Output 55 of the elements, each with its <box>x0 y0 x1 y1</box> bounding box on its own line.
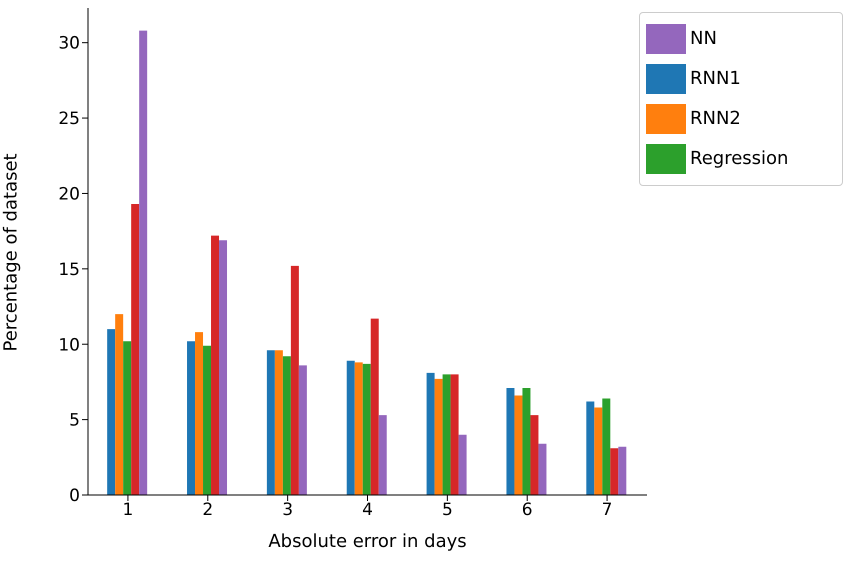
bar <box>522 388 530 495</box>
bar <box>586 402 594 495</box>
bar <box>131 204 140 495</box>
x-tick-label: 2 <box>202 500 214 520</box>
bar <box>354 362 363 495</box>
bar <box>290 266 299 495</box>
x-tick-label: 5 <box>442 500 453 520</box>
y-tick-label: 15 <box>58 260 80 280</box>
bar <box>434 378 443 495</box>
y-tick-label: 10 <box>58 335 80 356</box>
bar <box>219 240 228 495</box>
bar <box>514 395 522 495</box>
x-tick-label: 4 <box>362 500 373 520</box>
x-tick-label: 1 <box>122 500 134 520</box>
bar <box>530 415 538 495</box>
legend-label: RNN2 <box>690 108 741 129</box>
bar <box>538 444 546 495</box>
y-tick-label: 5 <box>69 410 80 431</box>
bar <box>123 341 132 495</box>
x-axis-title: Absolute error in days <box>268 531 467 552</box>
bar <box>426 372 435 495</box>
bar <box>346 360 355 495</box>
bar <box>362 364 371 495</box>
bar <box>594 408 602 495</box>
bar <box>107 329 116 495</box>
bar <box>211 236 220 495</box>
bar <box>203 346 212 495</box>
legend-label: RNN1 <box>690 68 741 89</box>
x-tick-label: 3 <box>282 500 294 520</box>
bar <box>610 448 618 495</box>
legend-label: NN <box>690 28 717 49</box>
bar <box>602 398 610 495</box>
bar <box>298 365 307 495</box>
bar <box>506 388 514 495</box>
bar <box>115 314 124 495</box>
y-tick-label: 0 <box>69 486 80 506</box>
x-tick-label: 6 <box>522 500 533 520</box>
bar <box>378 415 387 495</box>
legend-label: Regression <box>690 148 788 169</box>
bar <box>458 434 467 495</box>
bar <box>282 356 291 495</box>
y-tick-label: 20 <box>58 184 80 204</box>
bar <box>195 332 204 495</box>
bar <box>187 341 196 495</box>
bar <box>450 374 459 495</box>
bar <box>266 350 275 495</box>
x-tick-label: 7 <box>602 500 612 520</box>
bar <box>618 446 626 495</box>
y-tick-label: 25 <box>58 109 80 130</box>
bar <box>139 30 148 495</box>
y-tick-label: 30 <box>58 34 80 54</box>
bar <box>442 374 451 495</box>
bar <box>274 350 283 495</box>
y-axis-title: Percentage of dataset <box>0 153 22 352</box>
bar <box>370 318 379 495</box>
